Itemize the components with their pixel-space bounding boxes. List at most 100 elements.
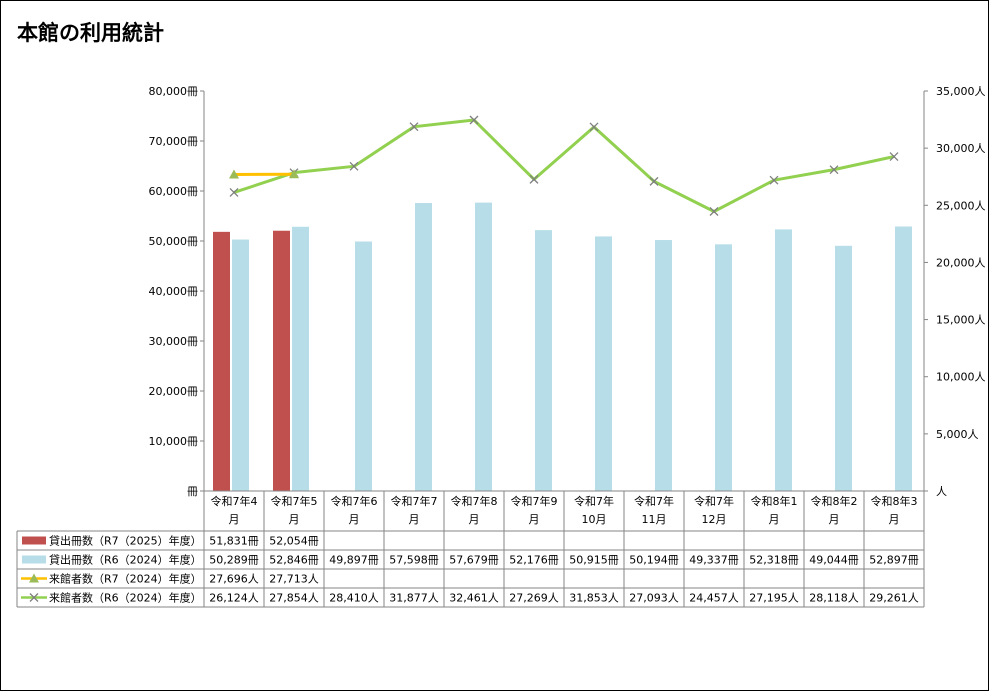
bar-r7-lending [213,231,230,491]
bar-r6-lending [655,240,672,491]
left-axis-tick-label: 60,000冊 [149,185,199,198]
marker-r6-visitors [229,187,239,197]
data-label: 27,195人 [749,592,799,605]
category-label: 令和7年9 [511,494,558,508]
legend-key [22,536,46,545]
category-label: 月 [769,513,780,526]
marker-r6-visitors [889,152,899,162]
left-axis-tick-label: 冊 [187,485,198,498]
marker-r6-visitors [709,207,719,216]
data-label: 52,054冊 [269,535,319,548]
data-label: 50,915冊 [569,554,619,567]
data-label: 31,877人 [389,592,439,605]
data-label: 29,261人 [869,592,919,605]
left-axis-tick-label: 70,000冊 [149,135,199,148]
marker-r6-visitors [769,175,779,185]
legend-label: 貸出冊数（R6（2024）年度） [49,553,202,567]
marker-r6-visitors [649,176,659,186]
bar-r6-lending [595,236,612,491]
left-axis-tick-label: 30,000冊 [149,335,199,348]
data-label: 28,410人 [329,592,379,605]
category-label: 令和7年 [574,494,614,508]
data-label: 52,176冊 [509,554,559,567]
bar-r6-lending [415,203,432,491]
legend-key [29,573,39,583]
bar-r6-lending [835,245,852,491]
marker-r6-visitors [349,161,359,171]
category-label: 令和8年1 [751,494,798,508]
marker-r6-visitors [409,122,419,132]
category-label: 令和7年4 [211,494,258,508]
marker-r6-visitors [529,174,539,184]
right-axis-tick-label: 35,000人 [936,85,986,98]
marker-r6-visitors [469,115,479,125]
left-axis-tick-label: 10,000冊 [149,435,199,448]
marker-r6-visitors [829,165,839,175]
category-label: 令和7年8 [451,494,498,508]
category-label: 12月 [702,513,727,526]
data-label: 50,289冊 [209,554,259,567]
data-label: 27,713人 [269,573,319,586]
category-label: 令和7年5 [271,494,318,508]
data-label: 52,318冊 [749,554,799,567]
marker-r7-visitors [229,169,239,179]
bar-r6-lending [355,241,372,491]
series-line-r6-visitors [233,118,895,213]
category-label: 10月 [582,513,607,526]
category-label: 月 [829,513,840,526]
category-label: 11月 [642,513,667,526]
data-label: 27,854人 [269,592,319,605]
data-label: 32,461人 [449,592,499,605]
right-axis-tick-label: 人 [936,485,947,498]
data-label: 31,853人 [569,592,619,605]
right-axis-tick-label: 20,000人 [936,256,986,269]
data-label: 49,897冊 [329,554,379,567]
bar-r6-lending [775,229,792,491]
category-label: 月 [529,513,540,526]
category-label: 月 [889,513,900,526]
bar-r7-lending [273,230,290,492]
data-label: 51,831冊 [209,535,259,548]
bar-r6-lending [715,244,732,491]
category-label: 令和7年 [694,494,734,508]
category-label: 月 [409,513,420,526]
data-label: 27,269人 [509,592,559,605]
data-label: 28,118人 [809,592,859,605]
category-label: 月 [229,513,240,526]
data-label: 24,457人 [689,592,739,605]
right-axis-tick-label: 15,000人 [936,314,986,327]
data-label: 50,194冊 [629,554,679,567]
data-label: 26,124人 [209,592,259,605]
right-axis-tick-label: 30,000人 [936,142,986,155]
marker-r7-visitors [289,169,299,179]
data-label: 27,093人 [629,592,679,605]
category-label: 令和7年7 [391,494,438,508]
legend-key [29,593,39,602]
category-label: 令和8年2 [811,494,858,508]
left-axis-tick-label: 20,000冊 [149,385,199,398]
legend-label: 来館者数（R7（2024）年度） [49,572,202,586]
data-label: 27,696人 [209,573,259,586]
category-label: 令和8年3 [871,494,918,508]
right-axis-tick-label: 5,000人 [936,428,979,441]
category-label: 月 [469,513,480,526]
left-axis-tick-label: 40,000冊 [149,285,199,298]
bar-r6-lending [475,202,492,492]
data-label: 49,337冊 [689,554,739,567]
marker-r6-visitors [589,122,599,132]
category-label: 令和7年 [634,494,674,508]
data-label: 57,679冊 [449,554,499,567]
data-label: 49,044冊 [809,554,859,567]
category-label: 月 [349,513,360,526]
legend-label: 来館者数（R6（2024）年度） [49,591,202,605]
right-axis-tick-label: 10,000人 [936,371,986,384]
legend-label: 貸出冊数（R7（2025）年度） [49,534,202,548]
data-label: 52,846冊 [269,554,319,567]
category-label: 月 [289,513,300,526]
bar-r6-lending [535,230,552,491]
right-axis-tick-label: 25,000人 [936,199,986,212]
data-label: 57,598冊 [389,554,439,567]
chart-title: 本館の利用統計 [17,21,164,45]
